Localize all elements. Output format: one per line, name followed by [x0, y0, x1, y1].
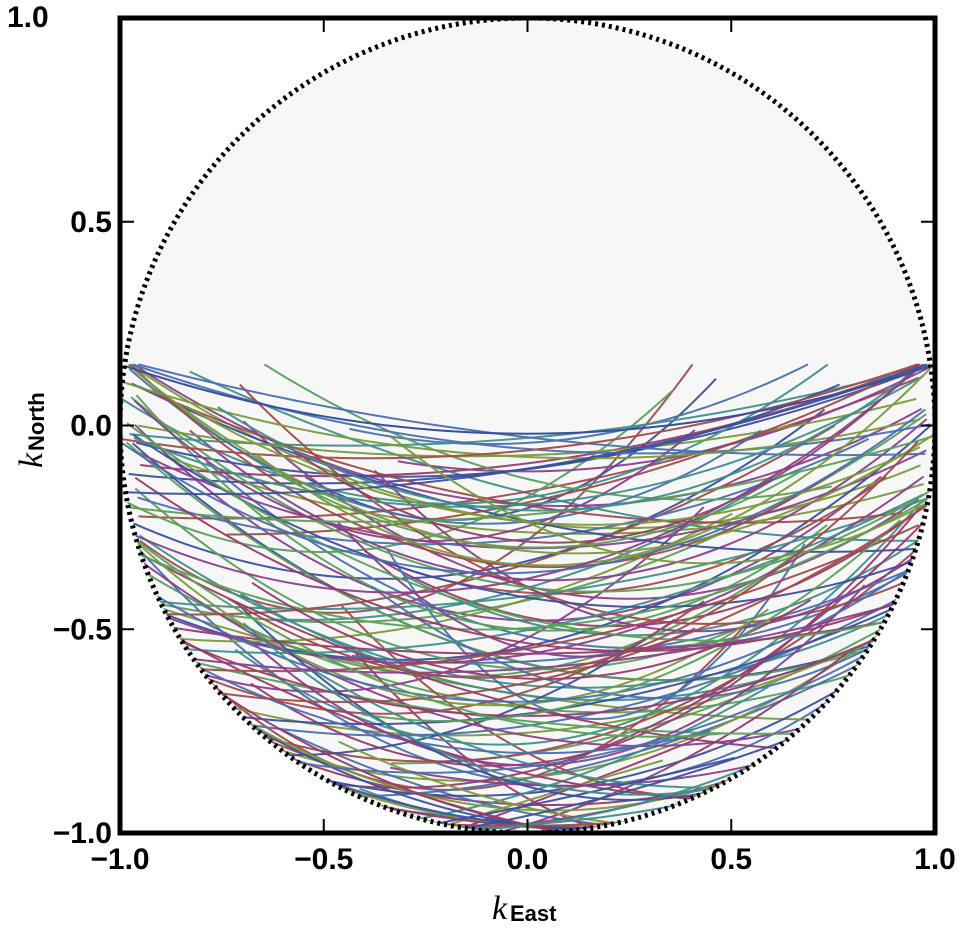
trajectory-curve — [189, 418, 928, 582]
trajectory-curve — [239, 383, 920, 625]
y-tick-label: −0.5 — [53, 613, 112, 646]
y-axis-label-sub: North — [24, 392, 49, 451]
trajectory-curve — [120, 363, 829, 505]
trajectory-curve — [129, 524, 920, 673]
trajectory-curve — [137, 475, 925, 664]
trajectory-curve — [255, 363, 935, 567]
trajectory-curve — [126, 363, 928, 496]
trajectory-curve — [133, 502, 930, 704]
trajectory-curve — [373, 469, 928, 633]
trajectory-curve — [138, 397, 917, 458]
trajectory-curve — [130, 363, 845, 569]
y-tick-label: 0.0 — [70, 410, 112, 443]
trajectory-curve — [133, 369, 934, 555]
y-axis-label: k North — [13, 392, 50, 468]
trajectory-curve — [349, 363, 809, 445]
trajectory-curve — [139, 532, 935, 763]
trajectory-curve — [128, 368, 762, 525]
trajectory-curve — [137, 437, 870, 546]
trajectory-curve — [129, 563, 918, 703]
x-tick-label: −0.5 — [294, 843, 353, 876]
trajectory-curve — [390, 436, 934, 565]
trajectory-curve — [138, 552, 823, 752]
trajectory-curve — [139, 559, 932, 748]
trajectory-curve — [138, 376, 919, 520]
x-tick-label: −1.0 — [90, 843, 149, 876]
trajectory-curve — [252, 584, 866, 767]
trajectory-curve — [127, 363, 924, 594]
trajectory-curve — [129, 498, 928, 631]
y-tick-label: −1.0 — [53, 817, 112, 850]
x-axis-label: k East — [492, 890, 557, 927]
y-tick-label-top: 1.0 — [7, 1, 49, 34]
x-axis-label-main: k — [492, 890, 508, 927]
trajectory-curve — [242, 420, 920, 600]
trajectory-curve — [122, 408, 926, 575]
trajectory-curve — [124, 530, 724, 738]
trajectory-curve — [135, 615, 925, 717]
trajectory-curve — [361, 519, 902, 722]
trajectory-curve — [126, 422, 933, 642]
ticks: −1.0 −0.5 0.0 0.5 1.0 0.5 0.0 −0.5 −1.0 — [53, 17, 956, 876]
y-axis-label-main: k — [13, 452, 50, 468]
trajectory-curve — [125, 531, 769, 707]
trajectory-curve — [134, 476, 916, 653]
trajectory-curve — [226, 363, 918, 536]
trajectory-curve — [133, 375, 924, 508]
trajectory-curve — [122, 424, 932, 661]
trajectory-curve — [250, 504, 923, 767]
x-tick-label: 0.0 — [507, 843, 549, 876]
trajectory-curve — [123, 717, 844, 833]
trajectory-curve — [134, 487, 742, 671]
trajectory-curve — [129, 496, 932, 610]
x-tick-label: 1.0 — [914, 843, 956, 876]
trajectory-curve — [287, 363, 920, 544]
x-tick-label: 0.5 — [710, 843, 752, 876]
trajectory-curve — [122, 363, 918, 460]
trajectory-curve — [132, 433, 926, 609]
trajectory-curve — [217, 363, 925, 512]
horizon-curve — [120, 363, 935, 435]
trajectory-curve — [227, 440, 919, 679]
trajectory-curve — [122, 381, 921, 460]
trajectory-curve — [242, 622, 794, 796]
trajectory-curve — [164, 455, 924, 535]
trajectory-curve — [403, 537, 922, 637]
trajectory-curve — [138, 363, 926, 457]
trajectory-curve — [140, 363, 921, 478]
x-axis-label-sub: East — [510, 901, 557, 926]
y-tick-label: 0.5 — [70, 206, 112, 239]
trajectory-curve — [134, 423, 882, 622]
trajectory-curve — [124, 611, 931, 737]
trajectory-curve — [126, 493, 924, 655]
trajectory-curve — [185, 537, 818, 678]
trajectory-curve — [299, 629, 925, 798]
trajectory-curve — [135, 594, 924, 674]
